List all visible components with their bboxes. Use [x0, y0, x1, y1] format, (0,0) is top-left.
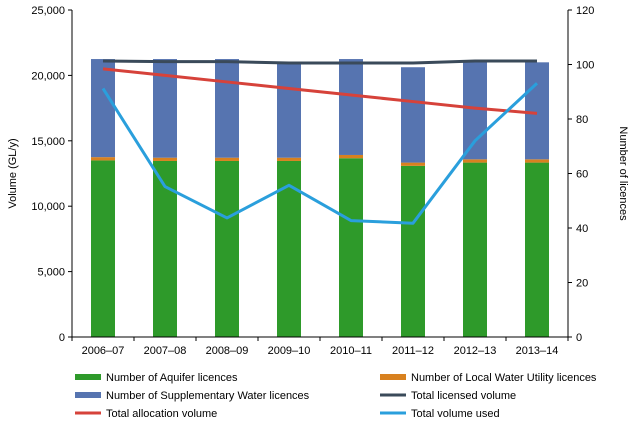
bar-number-of-supplementary-water-licences-5: [401, 67, 425, 163]
bar-number-of-supplementary-water-licences-4: [339, 59, 363, 155]
legend-label-total-licensed-volume: Total licensed volume: [411, 390, 516, 402]
legend-label-total-volume-used: Total volume used: [411, 408, 500, 420]
bar-number-of-local-water-utility-licences-1: [153, 157, 177, 161]
bar-number-of-local-water-utility-licences-3: [277, 157, 301, 161]
y-tick-label: 5,000: [37, 267, 65, 279]
x-tick-label: 2006–07: [82, 345, 125, 357]
legend: Number of Aquifer licences Number of Loca…: [75, 372, 597, 420]
bar-number-of-supplementary-water-licences-6: [463, 62, 487, 160]
bar-number-of-local-water-utility-licences-4: [339, 154, 363, 159]
x-tick-label: 2008–09: [206, 345, 249, 357]
line-total-allocation-volume: [102, 67, 538, 115]
x-tick-label: 2007–08: [144, 345, 187, 357]
x-tick-label: 2011–12: [392, 345, 434, 357]
bar-number-of-supplementary-water-licences-0: [91, 59, 115, 158]
legend-swatch-number-of-local-water-utility-licences: [380, 374, 406, 380]
y2-axis-title: Number of licences: [617, 126, 629, 221]
bar-number-of-supplementary-water-licences-2: [215, 59, 239, 158]
y2-tick-label: 80: [576, 114, 588, 126]
x-tick-label: 2012–13: [454, 345, 497, 357]
bar-number-of-aquifer-licences-6: [463, 162, 487, 337]
bar-number-of-local-water-utility-licences-7: [525, 159, 549, 163]
legend-swatch-number-of-supplementary-water-licences: [75, 392, 101, 398]
legend-swatch-number-of-aquifer-licences: [75, 374, 101, 380]
bar-number-of-aquifer-licences-7: [525, 162, 549, 337]
bar-number-of-aquifer-licences-5: [401, 165, 425, 337]
x-tick-label: 2010–11: [330, 345, 372, 357]
y2-tick-label: 100: [576, 60, 594, 72]
bar-number-of-supplementary-water-licences-3: [277, 62, 301, 158]
legend-label-number-of-supplementary-water-licences: Number of Supplementary Water licences: [106, 390, 310, 402]
y-axis-title: Volume (GL/y): [7, 138, 19, 208]
legend-label-number-of-local-water-utility-licences: Number of Local Water Utility licences: [411, 372, 597, 384]
legend-label-total-allocation-volume: Total allocation volume: [106, 408, 217, 420]
y-tick-label: 25,000: [31, 5, 65, 17]
lines-layer: [101, 59, 539, 225]
y2-tick-label: 20: [576, 278, 588, 290]
bar-number-of-aquifer-licences-2: [215, 160, 239, 337]
y-tick-label: 10,000: [31, 201, 65, 213]
y-tick-label: 0: [59, 332, 65, 344]
bar-number-of-aquifer-licences-3: [277, 160, 301, 337]
x-tick-label: 2009–10: [268, 345, 311, 357]
bar-number-of-local-water-utility-licences-0: [91, 157, 115, 161]
y-tick-label: 20,000: [31, 70, 65, 82]
y2-tick-label: 0: [576, 332, 582, 344]
bar-number-of-aquifer-licences-4: [339, 158, 363, 337]
line-total-licensed-volume: [102, 59, 537, 65]
bar-number-of-local-water-utility-licences-2: [215, 157, 239, 161]
x-tick-label: 2013–14: [516, 345, 559, 357]
line-total-volume-used: [101, 82, 539, 225]
y2-tick-label: 40: [576, 223, 588, 235]
y2-tick-label: 120: [576, 5, 594, 17]
bars-layer: [91, 59, 549, 337]
bar-number-of-supplementary-water-licences-7: [525, 62, 549, 160]
bar-number-of-local-water-utility-licences-6: [463, 159, 487, 163]
y2-tick-label: 60: [576, 169, 588, 181]
legend-label-number-of-aquifer-licences: Number of Aquifer licences: [106, 372, 238, 384]
y-tick-label: 15,000: [31, 136, 65, 148]
axes-layer: 0 5,000 10,000 15,000 20,000 25,000 0 20 40 60 80 1…: [31, 5, 594, 357]
bar-number-of-aquifer-licences-0: [91, 160, 115, 337]
bar-number-of-local-water-utility-licences-5: [401, 162, 425, 166]
